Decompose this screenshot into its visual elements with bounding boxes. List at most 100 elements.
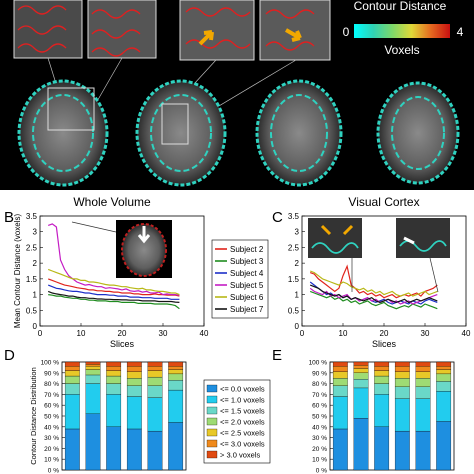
bar-segment: [168, 422, 184, 471]
y-tick-label: 0 %: [316, 468, 327, 474]
legend-label: Subject 6: [230, 293, 264, 302]
bar-segment: [374, 370, 390, 377]
colorbar-gradient: [354, 24, 450, 38]
brain-slice-4: [376, 81, 460, 185]
bar-segment: [436, 381, 452, 392]
colorbar-title: Contour Distance: [354, 0, 447, 13]
y-tick-label: 20 %: [312, 446, 327, 453]
bar-segment: [64, 361, 80, 367]
bar-segment: [374, 383, 390, 395]
bar-segment: [168, 369, 184, 375]
bar-segment: [332, 428, 348, 471]
legend-swatch: [206, 450, 218, 459]
legend-swatch: [206, 439, 218, 448]
y-tick-label: 50 %: [312, 414, 327, 421]
legend-label: > 3.0 voxels: [220, 451, 260, 460]
series-line-4: [47, 223, 180, 296]
bar-segment: [374, 366, 390, 371]
bar-segment: [436, 373, 452, 382]
bar-segment: [85, 369, 101, 376]
bar-segment: [415, 430, 431, 471]
x-tick-label: 20: [380, 329, 389, 338]
series-line-6: [47, 290, 180, 303]
y-tick-label: 30 %: [44, 435, 59, 442]
bar-segment: [374, 426, 390, 471]
legend-label: Subject 3: [230, 257, 264, 266]
y-tick-label: 80 %: [44, 381, 59, 388]
y-tick-label: 0.5: [288, 306, 300, 315]
y-tick-label: 2: [33, 259, 38, 268]
chart-distribution-cortex: 0 % 10 % 20 % 30 % 40 % 50 % 60 % 70 % 80 % 90 % 1…: [309, 360, 455, 474]
y-tick-label: 50 %: [44, 414, 59, 421]
y-tick-label: 3: [295, 228, 300, 237]
x-tick-label: 40: [200, 329, 209, 338]
legend-label: <= 2.0 voxels: [220, 418, 265, 427]
colorbar-unit: Voxels: [384, 43, 419, 57]
y-tick-label: 80 %: [312, 381, 327, 388]
bar-segment: [168, 373, 184, 381]
y-tick-label: 40 %: [312, 424, 327, 431]
bar-segment: [126, 371, 142, 379]
legend-swatch: [206, 428, 218, 437]
bar-segment: [64, 383, 80, 395]
bar-segment: [415, 386, 431, 399]
panel-a-images: Contour Distance 0 4 Voxels: [0, 0, 474, 190]
legend-swatch: [206, 395, 218, 404]
arrow-icon: [403, 236, 415, 245]
x-tick-label: 10: [77, 329, 86, 338]
chart-distribution-whole: 0 % 10 % 20 % 30 % 40 % 50 % 60 % 70 % 80 % 90 % 1…: [29, 360, 271, 474]
arrow-icon: [285, 28, 302, 42]
bar-segment: [374, 361, 390, 367]
bar-segment: [147, 430, 163, 471]
x-tick-label: 0: [38, 329, 43, 338]
y-tick-label: 90 %: [312, 370, 327, 377]
bar-segment: [126, 378, 142, 386]
bar-segment: [126, 385, 142, 397]
x-axis-label: Slices: [372, 339, 397, 349]
bar-segment: [106, 366, 122, 371]
legend-label: <= 2.5 voxels: [220, 429, 265, 438]
legend-label: <= 3.0 voxels: [220, 440, 265, 449]
bar-segment: [394, 386, 410, 399]
bar-segment: [168, 380, 184, 391]
y-tick-label: 0 %: [48, 468, 59, 474]
bar-segment: [126, 428, 142, 471]
panel-letter-b: B: [4, 209, 14, 226]
series-line-3: [47, 284, 180, 300]
x-tick-label: 40: [462, 329, 471, 338]
plot-area: [61, 361, 187, 471]
bar-segment: [106, 375, 122, 384]
series-line-2: [48, 294, 180, 310]
bar-segment: [147, 361, 163, 367]
bar-segment: [353, 379, 369, 389]
bar-segment: [415, 371, 431, 379]
panel-letter-e: E: [272, 347, 282, 364]
bar-segment: [415, 398, 431, 432]
y-tick-label: 2: [295, 259, 300, 268]
y-tick-label: 30 %: [312, 435, 327, 442]
inset-brain-b: [71, 220, 172, 278]
bar-segment: [332, 361, 348, 367]
y-tick-label: 40 %: [44, 424, 59, 431]
bar-segment: [85, 374, 101, 384]
bar-segment: [64, 370, 80, 377]
bar-segment: [332, 378, 348, 386]
legend-label: Subject 2: [230, 245, 264, 254]
bar-segment: [394, 378, 410, 387]
series-line-4: [309, 287, 438, 305]
bar-segment: [168, 361, 184, 367]
arrow-icon: [198, 30, 214, 46]
bar-segment: [374, 394, 390, 427]
panel-letter-d: D: [4, 347, 15, 364]
y-tick-label: 0.5: [26, 306, 38, 315]
series-line-2: [309, 290, 438, 310]
bar-segment: [147, 376, 163, 386]
bar-segment: [106, 426, 122, 471]
bar-segment: [332, 371, 348, 379]
legend-swatch: [206, 417, 218, 426]
bar-segment: [436, 361, 452, 367]
y-tick-label: 1: [33, 291, 38, 300]
bar-segment: [436, 366, 452, 370]
bar-segment: [126, 361, 142, 367]
